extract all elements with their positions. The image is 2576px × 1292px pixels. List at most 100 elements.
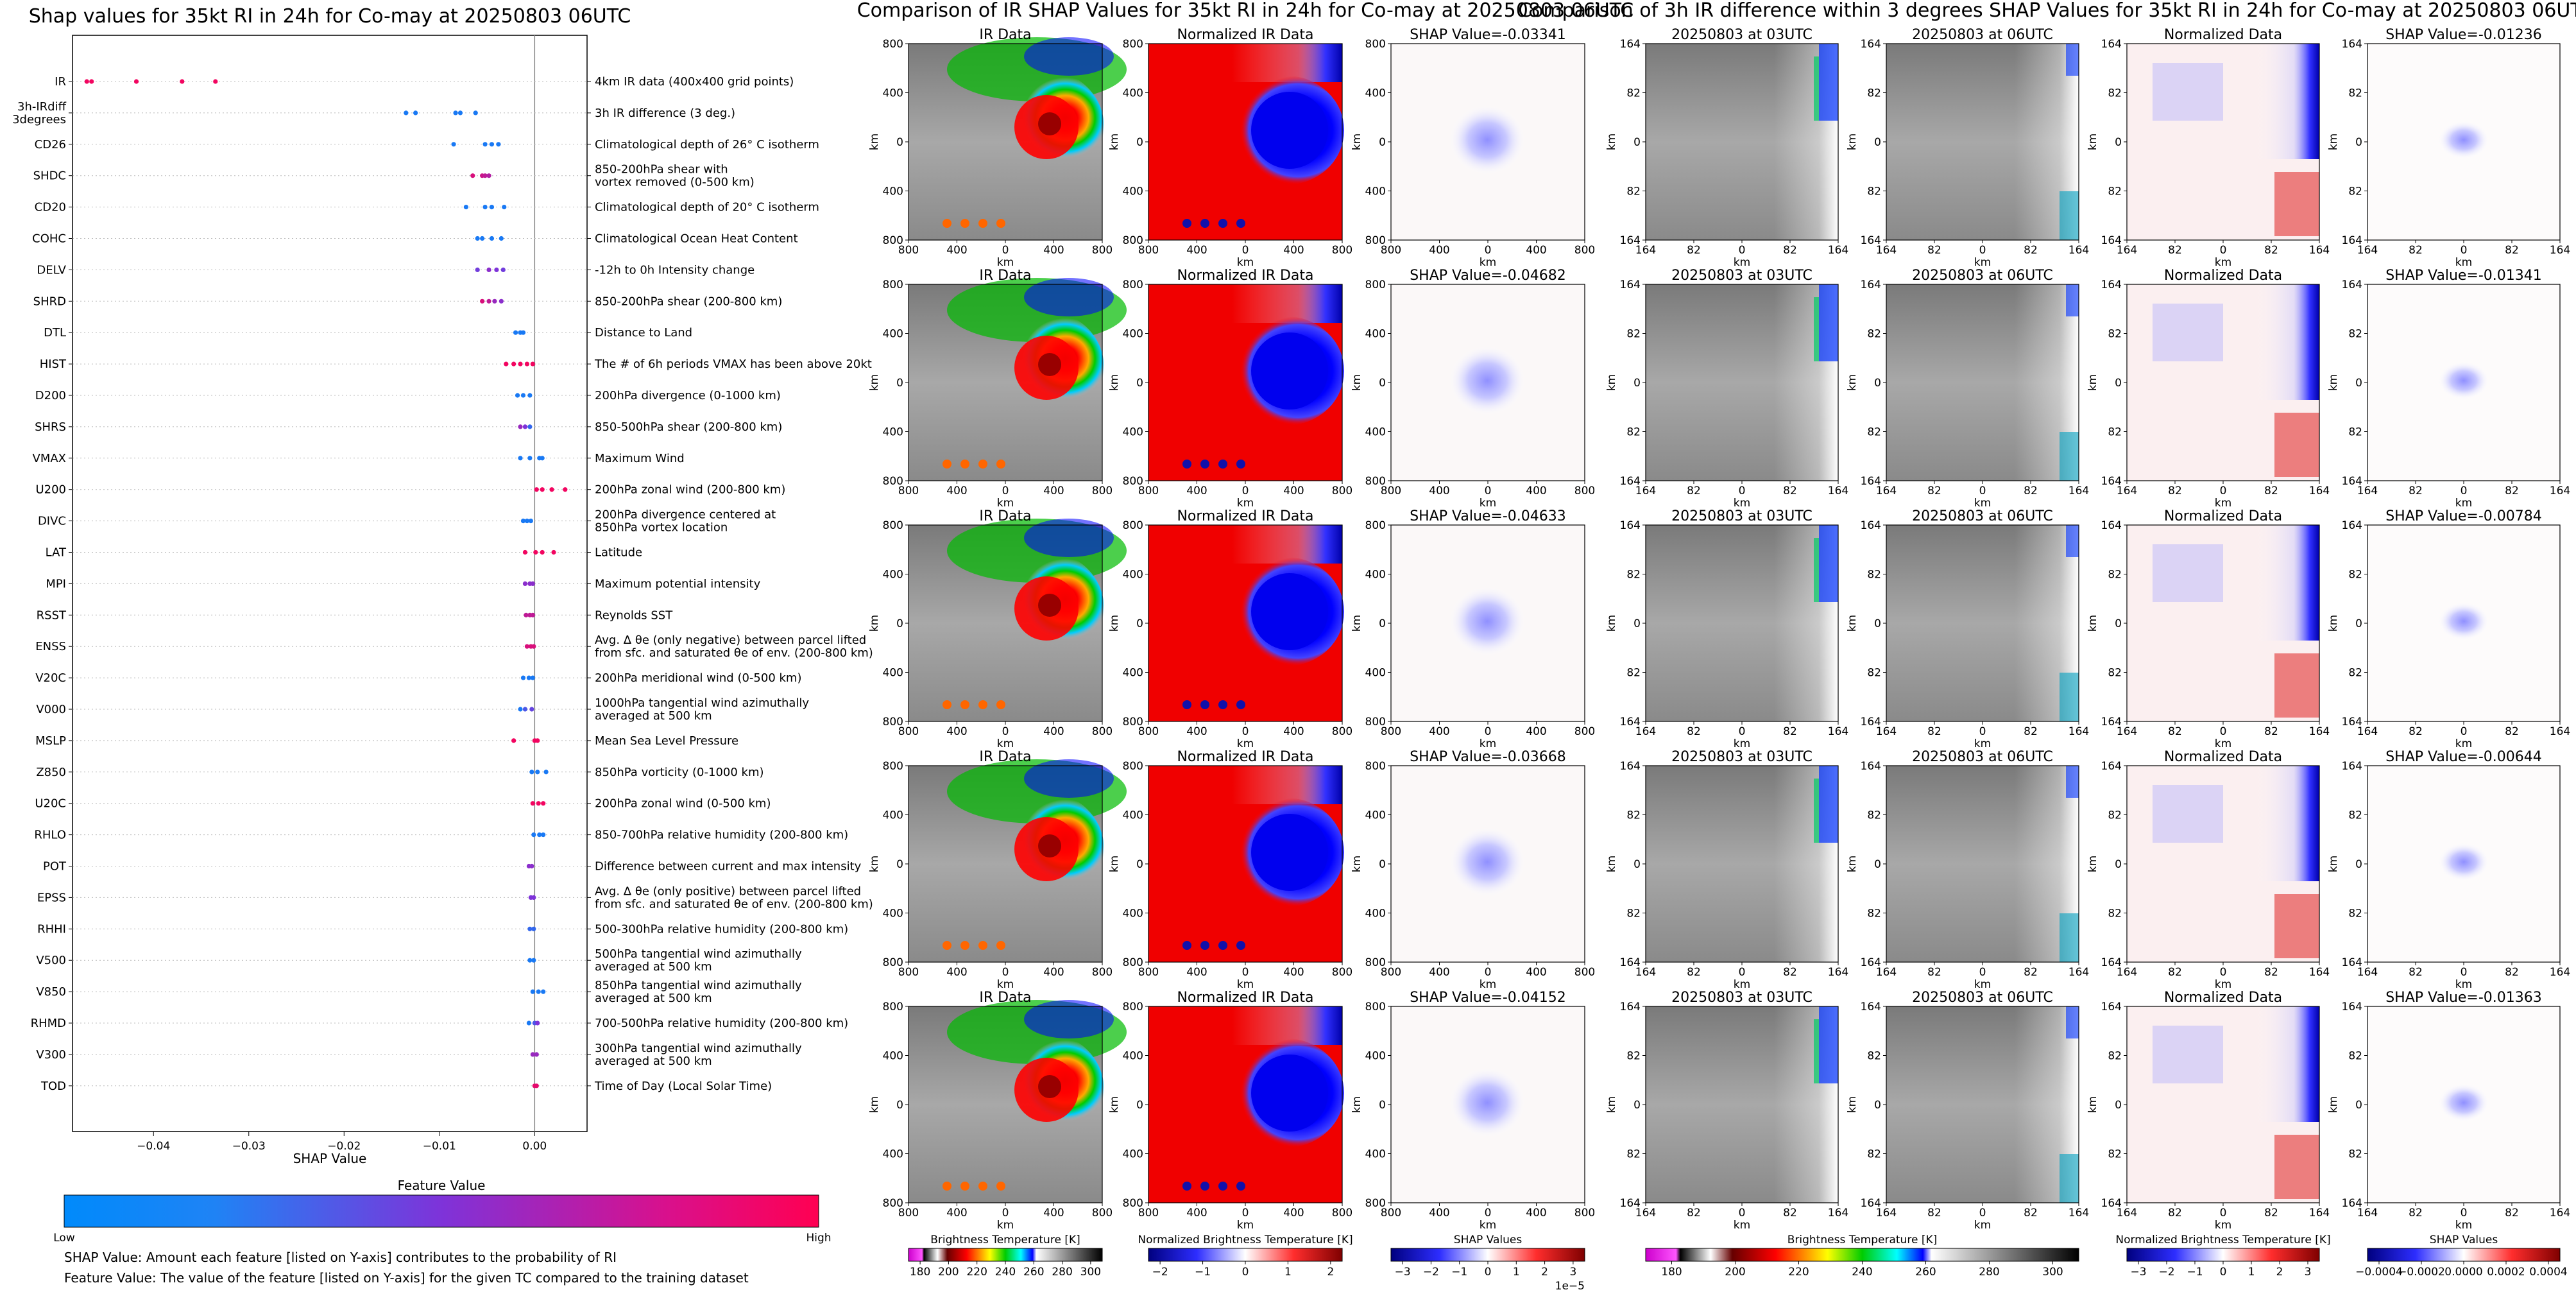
panel-ytick-label: 400 — [1365, 185, 1386, 198]
panel-title: IR Data — [979, 749, 1031, 765]
panel-ytick-label: 82 — [1867, 667, 1881, 680]
panel-xtick-label: 400 — [1429, 966, 1449, 979]
shap-point — [453, 110, 458, 116]
panel-xtick-label: 400 — [946, 966, 967, 979]
feature-value-colorbar — [64, 1194, 819, 1228]
panel-title: 20250803 at 06UTC — [1912, 268, 2053, 284]
norm-small-cell — [1236, 941, 1245, 950]
panel-xtick-label: 82 — [1687, 1207, 1701, 1219]
panel-xtick-label: 0 — [1485, 244, 1492, 257]
feature-name: DELV — [37, 263, 66, 277]
panel-xtick-label: 82 — [2024, 244, 2038, 257]
panel-title: SHAP Value=-0.01236 — [2385, 27, 2542, 43]
shap-point — [457, 110, 463, 116]
panel-xtick-label: 0 — [1739, 966, 1746, 979]
panel-xtick-label: 800 — [1332, 966, 1352, 979]
panel-ytick-label: 800 — [883, 475, 903, 488]
panel-xtick-label: 164 — [1635, 244, 1656, 257]
panel-ytick-label: 400 — [883, 1148, 903, 1161]
shap-point — [522, 707, 528, 712]
panel-xtick-label: 82 — [1927, 1207, 1941, 1219]
colorbar-label: SHAP Values — [2430, 1234, 2498, 1246]
norm-red-patch — [2274, 413, 2319, 477]
panel-xtick-label: 0 — [2220, 1207, 2227, 1219]
shap-point — [526, 1021, 532, 1026]
panel-ytick-label: 0 — [2355, 858, 2362, 871]
feature-name: VMAX — [33, 452, 67, 465]
panel-xtick-label: 0 — [1485, 966, 1492, 979]
panel-ytick-label: 800 — [883, 279, 903, 291]
colorbar-label: Normalized Brightness Temperature [K] — [2115, 1234, 2330, 1246]
shap-point — [522, 581, 528, 587]
panel-xtick-label: 400 — [1429, 485, 1449, 497]
panel-ytick-label: 164 — [1861, 519, 1881, 532]
panel-ytick-label: 82 — [2108, 426, 2122, 439]
panel-ytick-label: 0 — [2355, 1099, 2362, 1112]
ir-small-cell — [960, 700, 969, 709]
colorbar-label: Brightness Temperature [K] — [1787, 1234, 1937, 1246]
panel-xtick-label: 164 — [1828, 966, 1848, 979]
panel-ytick-label: 0 — [2115, 617, 2122, 630]
panel-ytick-label: 164 — [2342, 760, 2362, 773]
panel-xtick-label: 0 — [1242, 725, 1249, 738]
cold-cloud-edge — [1819, 1006, 1838, 1083]
shap-point — [518, 707, 523, 712]
shap-point — [473, 110, 478, 116]
panel-xtick-label: 164 — [2357, 1207, 2378, 1219]
panel-xtick-label: 82 — [1927, 725, 1941, 738]
cold-cloud-edge — [2066, 766, 2079, 798]
panel-ytick-label: 400 — [883, 569, 903, 581]
panel-title: SHAP Value=-0.03341 — [1410, 27, 1566, 43]
x-tick-label: 0.00 — [522, 1140, 547, 1153]
panel-ytick-label: 400 — [1365, 667, 1386, 680]
feature-description: 4km IR data (400x400 grid points) — [595, 75, 794, 89]
panel-xtick-label: 164 — [1635, 485, 1656, 497]
shap-point — [536, 989, 541, 994]
normalized-ir-panel — [1148, 44, 1344, 240]
panel-xtick-label: 164 — [2068, 485, 2089, 497]
panel-ytick-label: 164 — [1620, 956, 1641, 969]
panel-xtick-label: 800 — [1381, 485, 1401, 497]
panel-xlabel: km — [2215, 497, 2231, 510]
norm-small-cell — [1236, 700, 1245, 709]
colorbar-tick-label: 0.0002 — [2487, 1266, 2525, 1279]
panel-xtick-label: 400 — [1283, 966, 1304, 979]
colorbar-tick-label: 260 — [1023, 1266, 1044, 1279]
panel-xtick-label: 800 — [898, 244, 919, 257]
shap-point — [536, 801, 541, 806]
panel-xlabel: km — [1480, 978, 1496, 991]
feature-description: 850-500hPa shear (200-800 km) — [595, 420, 782, 434]
norm-blue-patch — [2153, 785, 2223, 843]
panel-ytick-label: 0 — [1379, 1099, 1386, 1112]
feature-name: CD20 — [35, 201, 66, 214]
shap-point — [534, 1052, 539, 1057]
panel-xlabel: km — [997, 256, 1014, 269]
shap-point — [89, 79, 94, 84]
panel-ytick-label: 164 — [1861, 279, 1881, 291]
panel-title: IR Data — [979, 27, 1031, 43]
shap-point — [540, 487, 545, 492]
panel-ytick-label: 164 — [2101, 956, 2122, 969]
irdiff-shap-panel — [2367, 284, 2560, 481]
panel-title: Normalized Data — [2164, 268, 2282, 284]
panel-ytick-label: 800 — [1123, 234, 1143, 247]
shap-point — [541, 832, 546, 838]
panel-ylabel: km — [868, 1096, 881, 1113]
feature-name: DIVC — [38, 515, 66, 528]
norm-small-cell — [1182, 460, 1191, 469]
norm-red-patch — [2274, 894, 2319, 958]
panel-ytick-label: 164 — [2342, 716, 2362, 728]
panel-ytick-label: 800 — [1365, 519, 1386, 532]
colorbar-tick-label: 220 — [966, 1266, 987, 1279]
panel-xtick-label: 400 — [1283, 725, 1304, 738]
irdiff-shap-panel — [2367, 1006, 2560, 1203]
colorbar-tick-label: 0 — [2220, 1266, 2227, 1279]
panel-ytick-label: 800 — [883, 956, 903, 969]
shap-point — [500, 267, 506, 272]
colorbar — [2126, 1248, 2320, 1262]
feature-description: Latitude — [595, 546, 642, 560]
shap-point — [520, 393, 526, 398]
panel-xtick-label: 0 — [2461, 966, 2468, 979]
ir-small-cell — [943, 219, 951, 228]
feature-name: 3h-IRdiff 3degrees — [12, 100, 67, 126]
